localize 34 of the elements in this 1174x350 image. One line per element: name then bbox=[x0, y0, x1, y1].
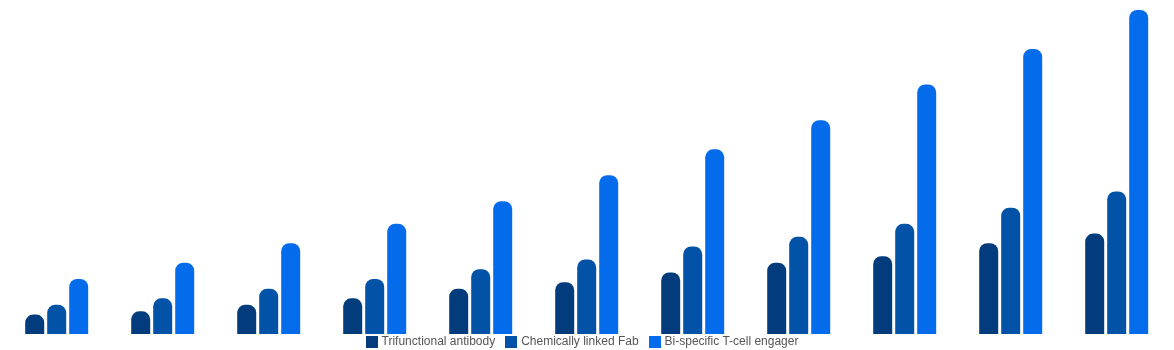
bar bbox=[387, 223, 407, 334]
bar bbox=[577, 259, 597, 334]
bar bbox=[47, 304, 67, 334]
bar bbox=[471, 269, 491, 334]
bar bbox=[917, 84, 937, 334]
bar bbox=[979, 243, 999, 334]
legend-label: Bi-specific T-cell engager bbox=[664, 334, 799, 348]
bar bbox=[449, 288, 469, 334]
bar bbox=[1085, 233, 1105, 334]
bar bbox=[683, 246, 703, 334]
bar bbox=[237, 304, 257, 334]
bar bbox=[281, 243, 301, 334]
bar bbox=[661, 272, 681, 334]
bar bbox=[69, 278, 89, 334]
bar bbox=[705, 149, 725, 334]
bar bbox=[767, 262, 787, 334]
bar bbox=[599, 175, 619, 334]
bar bbox=[1129, 10, 1149, 334]
legend-label: Trifunctional antibody bbox=[381, 334, 496, 348]
bar bbox=[343, 298, 363, 334]
bar bbox=[895, 223, 915, 334]
bar bbox=[259, 288, 279, 334]
bar bbox=[153, 298, 173, 334]
bar bbox=[811, 120, 831, 334]
bar bbox=[1023, 48, 1043, 334]
bar bbox=[555, 282, 575, 334]
bar bbox=[493, 201, 513, 334]
bar bbox=[1107, 191, 1127, 334]
bar bbox=[1001, 207, 1021, 334]
bar bbox=[873, 256, 893, 334]
bar bbox=[175, 262, 195, 334]
legend-label: Chemically linked Fab bbox=[521, 334, 639, 348]
bar bbox=[789, 236, 809, 334]
bar bbox=[365, 278, 385, 334]
